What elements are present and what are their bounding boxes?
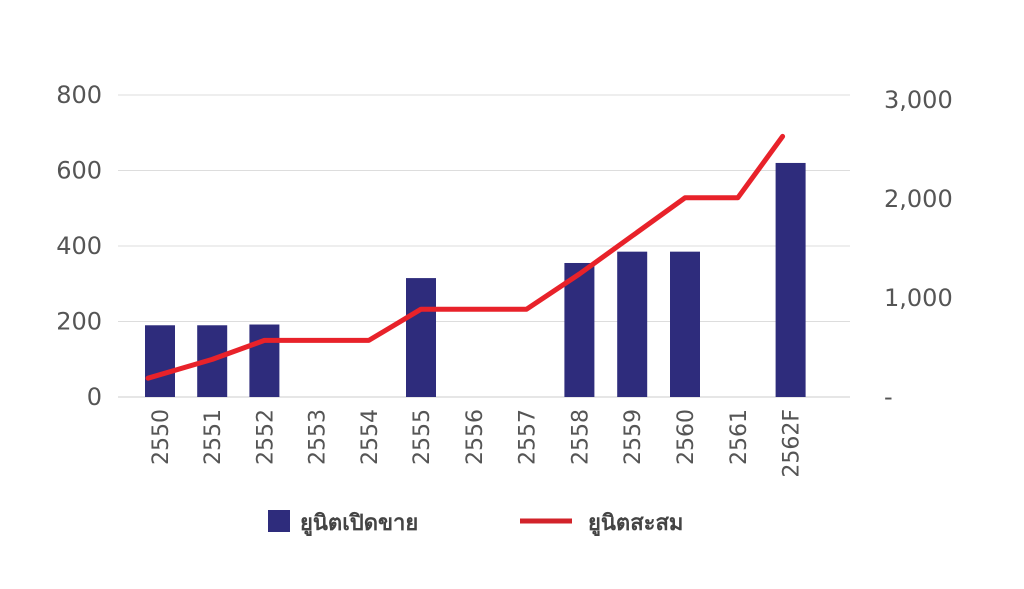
x-tick-label: 2556	[463, 409, 488, 465]
right-tick-label: 3,000	[884, 86, 953, 114]
left-axis-ticks: 0 200 400 600 800	[56, 81, 102, 411]
x-tick-label: 2560	[674, 409, 699, 465]
right-tick-label: 1,000	[884, 284, 953, 312]
left-tick-label: 0	[87, 383, 102, 411]
x-tick-label: 2555	[410, 409, 435, 465]
right-tick-label: 2,000	[884, 185, 953, 213]
legend-line-label: ยูนิตสะสม	[588, 511, 683, 537]
right-axis-ticks: - 1,000 2,000 3,000	[884, 86, 953, 411]
x-tick-label: 2558	[568, 409, 593, 465]
legend-bar-label: ยูนิตเปิดขาย	[300, 511, 418, 537]
legend-bar-swatch	[268, 510, 290, 532]
x-tick-label: 2551	[201, 409, 226, 465]
bar	[249, 324, 280, 397]
x-tick-label: 2552	[253, 409, 278, 465]
series-line	[145, 133, 786, 381]
left-tick-label: 800	[56, 81, 102, 109]
x-tick-label: 2550	[149, 409, 174, 465]
gridlines	[118, 94, 850, 398]
bar	[775, 162, 806, 397]
x-tick-label: 2561	[727, 409, 752, 465]
x-tick-label: 2559	[621, 409, 646, 465]
bar	[564, 262, 595, 397]
x-tick-label: 2562F	[780, 409, 805, 478]
x-tick-label: 2554	[358, 409, 383, 465]
left-tick-label: 600	[56, 157, 102, 185]
bar-series	[145, 162, 806, 397]
x-tick-label: 2557	[516, 409, 541, 465]
bar	[617, 251, 648, 397]
x-tick-label: 2553	[306, 409, 331, 465]
bar	[145, 325, 175, 397]
x-axis-ticks: 2550 2551 2552 2553 2554 2555 2556 2557 2558 2559…	[149, 409, 805, 478]
line-series	[145, 133, 786, 381]
left-tick-label: 400	[56, 232, 102, 260]
left-tick-label: 200	[56, 308, 102, 336]
right-tick-label: -	[884, 383, 893, 411]
legend: ยูนิตเปิดขาย ยูนิตสะสม	[268, 510, 683, 537]
bar	[406, 278, 436, 397]
bar	[670, 251, 700, 397]
